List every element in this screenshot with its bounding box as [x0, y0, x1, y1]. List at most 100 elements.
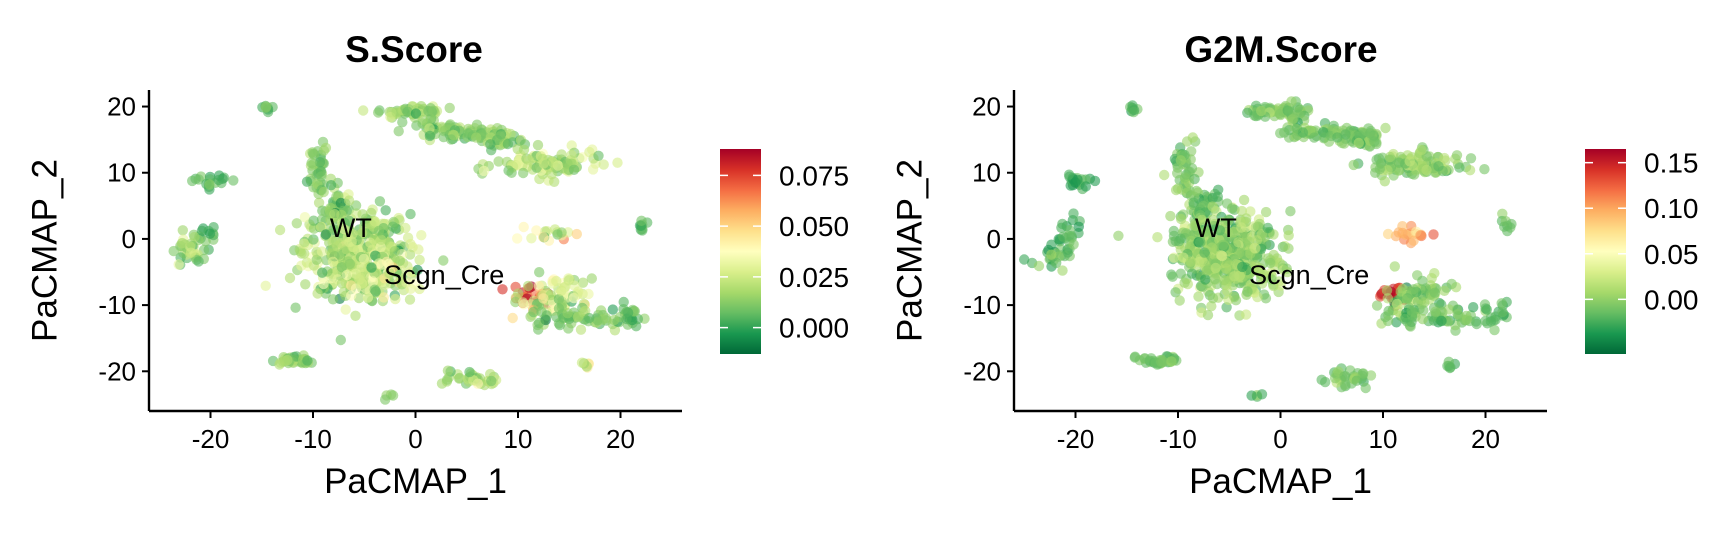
scatter-point [1193, 291, 1204, 302]
scatter-point [1218, 275, 1230, 286]
scatter-point [312, 288, 323, 299]
scatter-point [1454, 162, 1465, 173]
scatter-point [343, 195, 355, 206]
y-tick-label: -20 [963, 356, 1001, 386]
scatter-point [1018, 254, 1030, 265]
scatter-point [1288, 113, 1299, 124]
scatter-point [405, 238, 416, 250]
scatter-point [308, 234, 319, 245]
scatter-point [1113, 230, 1124, 241]
scatter-point [343, 215, 355, 226]
scatter-point [1172, 168, 1183, 179]
scatter-point [1240, 309, 1252, 320]
scatter-point [1033, 260, 1045, 272]
scatter-point [1382, 315, 1394, 327]
scatter-point [1227, 203, 1238, 214]
scatter-point [1189, 220, 1201, 231]
scatter-point [495, 131, 506, 142]
scatter-point [1320, 376, 1331, 388]
scatter-point [636, 215, 647, 226]
scatter-point [518, 221, 529, 233]
scatter-point [1379, 176, 1391, 187]
x-tick-label: 0 [408, 424, 422, 454]
scatter-point [1179, 277, 1190, 288]
scatter-point [213, 174, 224, 186]
scatter-point [518, 144, 530, 155]
scatter-point [355, 272, 366, 283]
scatter-point [533, 317, 545, 329]
scatter-point [1364, 128, 1376, 139]
scatter-point [1384, 151, 1396, 163]
scatter-point [1264, 239, 1275, 251]
scatter-point [402, 106, 413, 117]
colorbar-tick-label: 0.10 [1644, 193, 1699, 224]
scatter-point [568, 164, 580, 175]
scatter-point [338, 223, 350, 235]
scatter-point [347, 228, 358, 240]
scatter-point [306, 157, 317, 169]
scatter-point [513, 288, 524, 299]
scatter-point [554, 319, 566, 331]
scatter-point [1199, 247, 1210, 258]
scatter-point [413, 244, 424, 255]
scatter-point [1128, 104, 1140, 116]
scatter-point [1201, 265, 1213, 276]
y-tick-label: 20 [972, 92, 1001, 122]
scatter-point [1257, 268, 1268, 279]
scatter-point [1395, 286, 1406, 297]
scatter-point [510, 296, 521, 308]
scatter-point [318, 145, 330, 156]
y-tick-label: -20 [98, 356, 136, 386]
scatter-points [168, 100, 653, 405]
scatter-point [1360, 382, 1371, 394]
scatter-point [528, 306, 539, 318]
scatter-point [400, 222, 411, 234]
scatter-point [1168, 252, 1180, 263]
scatter-point [1046, 249, 1057, 260]
cluster-label: WT [330, 213, 372, 243]
scatter-point [1391, 317, 1402, 328]
scatter-point [1230, 295, 1242, 306]
scatter-point [390, 293, 401, 305]
scatter-point [442, 365, 454, 376]
scatter-point [1058, 231, 1069, 242]
scatter-point [518, 167, 529, 179]
scatter-point [1419, 297, 1430, 308]
scatter-point [274, 224, 286, 236]
scatter-point [1215, 250, 1227, 261]
scatter-point [373, 225, 385, 236]
scatter-point [1165, 210, 1176, 222]
scatter-point [1233, 247, 1245, 259]
scatter-point [1189, 173, 1200, 185]
scatter-point [374, 196, 386, 207]
scatter-point [416, 230, 427, 241]
chart-title: S.Score [345, 29, 483, 70]
scatter-point [185, 247, 197, 258]
scatter-point [1222, 286, 1233, 297]
scatter-point [1429, 287, 1441, 298]
scatter-point [260, 280, 271, 291]
scatter-point [505, 128, 516, 140]
scatter-point [332, 241, 343, 252]
scatter-point [380, 205, 391, 216]
scatter-point [1436, 315, 1447, 326]
scatter-point [587, 164, 599, 175]
scatter-point [1297, 127, 1309, 138]
scatter-point [1381, 285, 1393, 296]
scatter-point [572, 311, 584, 323]
scatter-point [531, 225, 542, 236]
scatter-point [335, 334, 346, 346]
scatter-point [493, 156, 504, 167]
scatter-point [1186, 163, 1198, 174]
scatter-point [1195, 237, 1206, 248]
scatter-point [1214, 225, 1226, 236]
scatter-point [1207, 214, 1218, 225]
scatter-point [344, 258, 355, 270]
scatter-point [327, 256, 339, 267]
scatter-point [1446, 278, 1457, 290]
scatter-point [1210, 262, 1221, 274]
scatter-point [1496, 298, 1507, 309]
scatter-point [1170, 287, 1181, 298]
x-tick-label: 10 [1369, 424, 1398, 454]
scatter-point [329, 208, 340, 220]
